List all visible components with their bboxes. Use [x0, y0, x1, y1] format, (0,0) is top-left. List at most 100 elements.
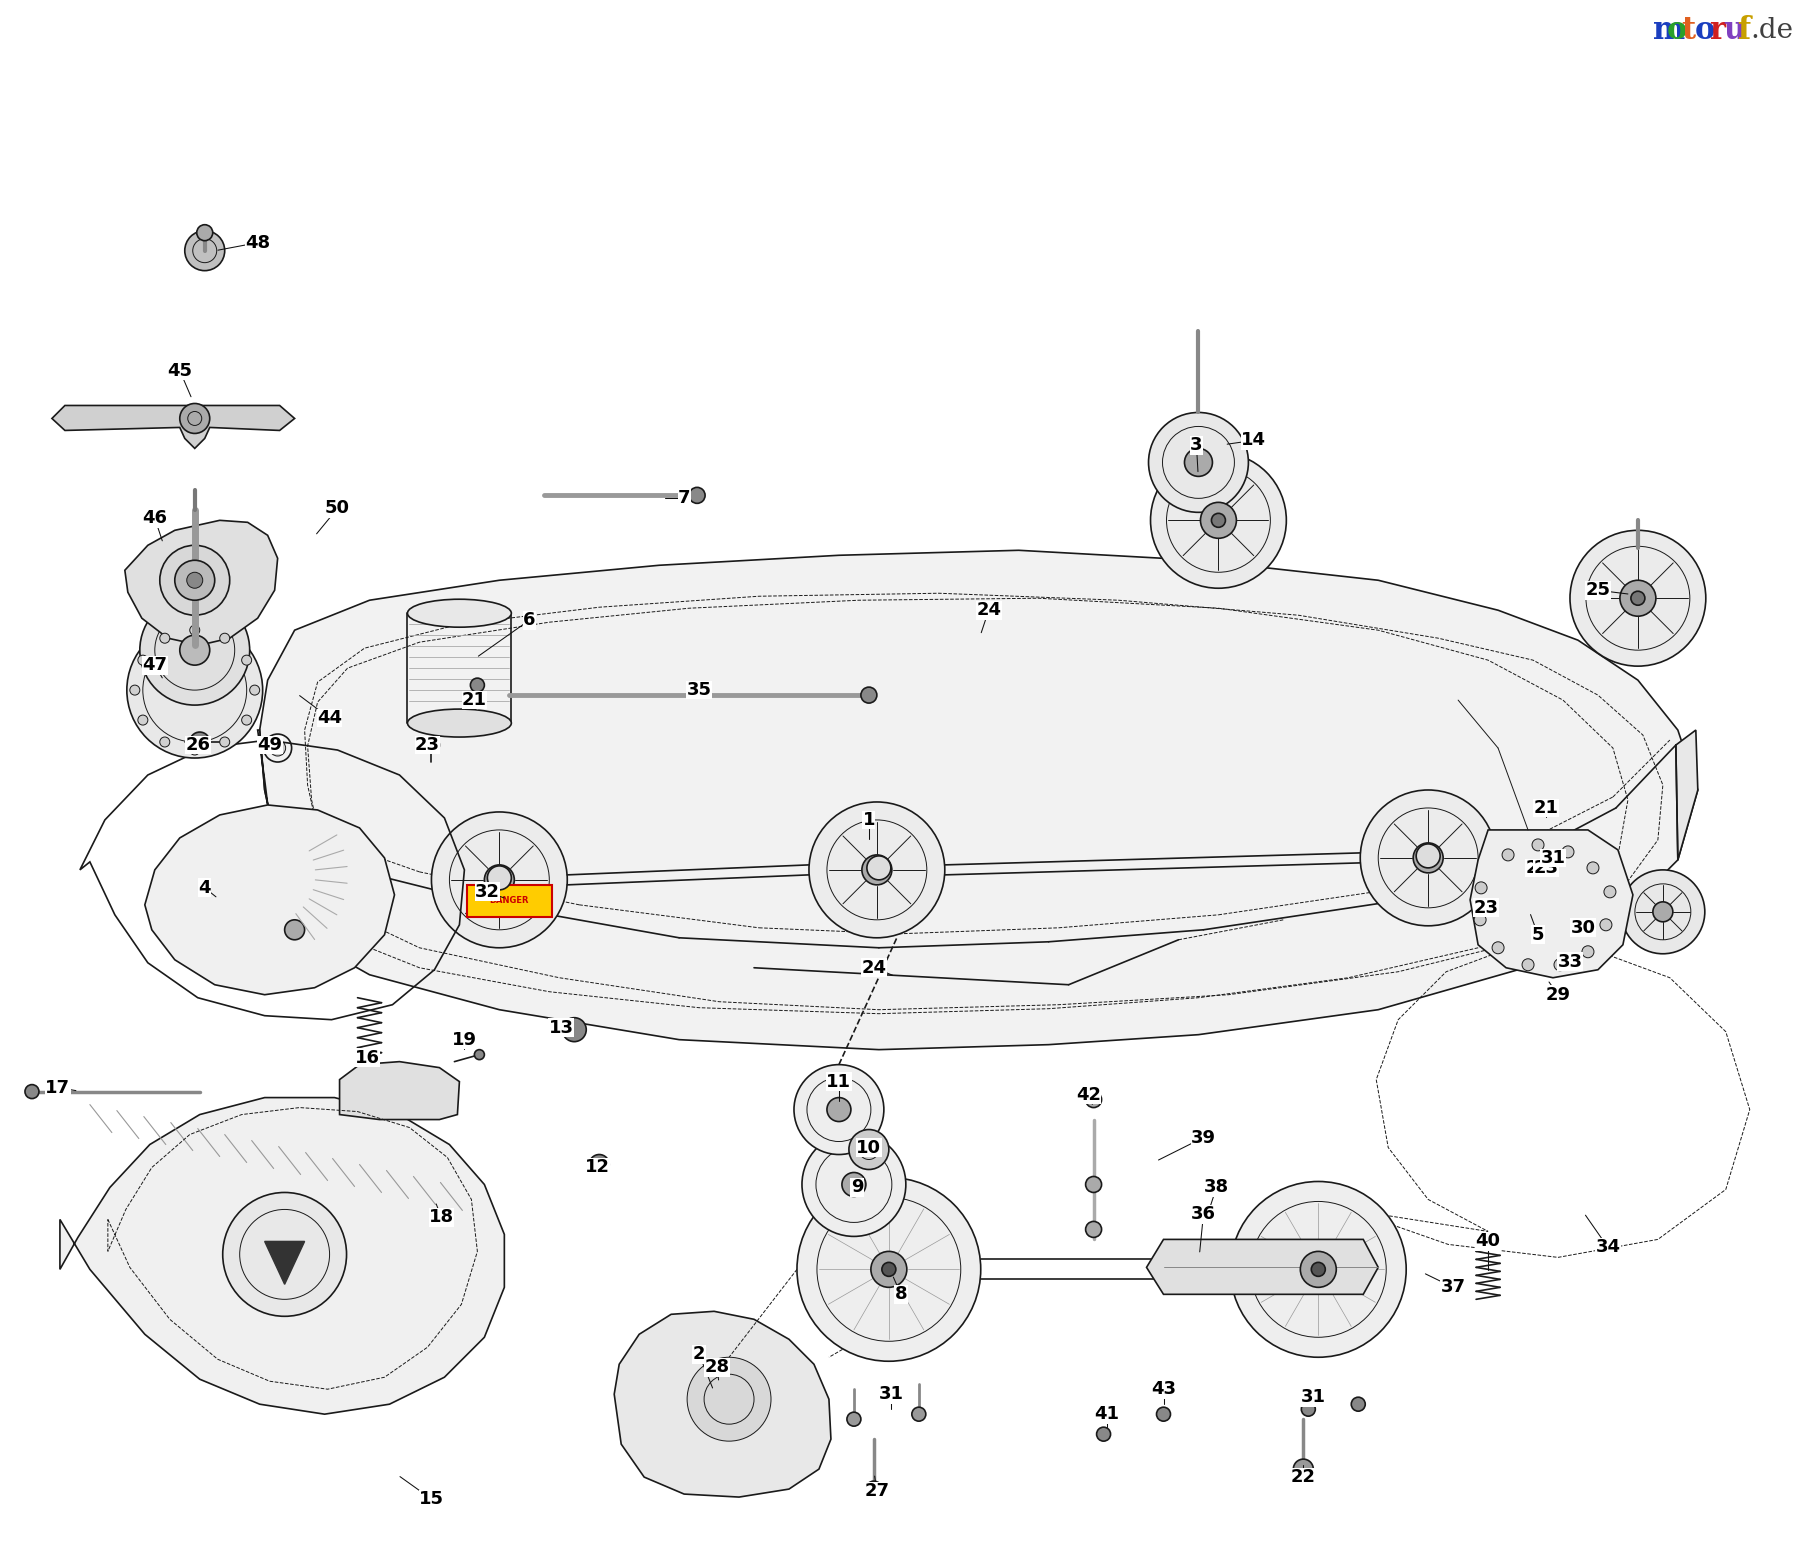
- Text: 1: 1: [862, 811, 875, 829]
- Text: 37: 37: [1440, 1279, 1465, 1296]
- Circle shape: [1301, 1403, 1316, 1417]
- Circle shape: [1474, 914, 1487, 925]
- Circle shape: [1361, 790, 1496, 925]
- Text: 46: 46: [142, 510, 167, 527]
- Circle shape: [842, 1172, 866, 1197]
- Circle shape: [913, 1407, 925, 1421]
- Text: 4: 4: [198, 879, 211, 897]
- Circle shape: [139, 656, 148, 665]
- Circle shape: [1582, 946, 1595, 958]
- Text: 31: 31: [1301, 1389, 1327, 1406]
- Circle shape: [196, 225, 212, 240]
- Text: 50: 50: [326, 499, 349, 518]
- Polygon shape: [257, 730, 290, 930]
- Circle shape: [160, 736, 169, 747]
- Text: 36: 36: [1192, 1206, 1217, 1223]
- Circle shape: [189, 746, 200, 755]
- Circle shape: [1201, 502, 1237, 538]
- Circle shape: [871, 863, 882, 876]
- Text: 31: 31: [1541, 849, 1566, 866]
- Circle shape: [488, 866, 511, 890]
- Circle shape: [25, 1085, 40, 1099]
- Text: 20: 20: [1526, 859, 1550, 877]
- Circle shape: [220, 634, 230, 643]
- Text: 24: 24: [976, 601, 1001, 618]
- Text: 17: 17: [45, 1079, 70, 1096]
- Text: 48: 48: [245, 234, 270, 251]
- Circle shape: [160, 546, 230, 615]
- Circle shape: [1184, 448, 1213, 476]
- Circle shape: [1300, 1251, 1336, 1288]
- Circle shape: [871, 1251, 907, 1288]
- Text: 2: 2: [693, 1345, 706, 1364]
- Circle shape: [1604, 887, 1616, 897]
- Text: 12: 12: [585, 1158, 610, 1176]
- Text: m: m: [1652, 16, 1685, 46]
- Polygon shape: [1147, 1240, 1379, 1294]
- Text: 29: 29: [1546, 986, 1570, 1004]
- Circle shape: [241, 656, 252, 665]
- Text: 24: 24: [862, 959, 886, 977]
- Text: 39: 39: [1192, 1128, 1217, 1147]
- Polygon shape: [1676, 730, 1697, 860]
- Circle shape: [250, 685, 259, 694]
- Text: 3: 3: [1190, 437, 1202, 454]
- Circle shape: [270, 739, 286, 756]
- Text: f: f: [1737, 16, 1750, 46]
- Circle shape: [432, 812, 567, 947]
- Circle shape: [848, 1412, 860, 1426]
- Text: 38: 38: [1204, 1178, 1229, 1197]
- Circle shape: [1600, 919, 1613, 932]
- Polygon shape: [614, 1311, 832, 1497]
- Text: 8: 8: [895, 1285, 907, 1304]
- Text: 21: 21: [463, 691, 486, 708]
- Text: r: r: [1708, 16, 1724, 46]
- Bar: [468, 885, 553, 916]
- Circle shape: [689, 487, 706, 504]
- Circle shape: [126, 622, 263, 758]
- Circle shape: [139, 715, 148, 725]
- Text: o: o: [1696, 16, 1715, 46]
- Text: u: u: [1723, 16, 1744, 46]
- Circle shape: [688, 1358, 770, 1442]
- Polygon shape: [59, 1097, 504, 1414]
- Circle shape: [175, 560, 214, 600]
- Circle shape: [185, 231, 225, 271]
- Circle shape: [562, 1018, 587, 1042]
- Circle shape: [1620, 580, 1656, 617]
- Text: 31: 31: [878, 1386, 904, 1403]
- Circle shape: [1553, 959, 1566, 970]
- Polygon shape: [52, 406, 295, 448]
- Text: 30: 30: [1570, 919, 1595, 936]
- Circle shape: [808, 801, 945, 938]
- Circle shape: [868, 856, 891, 880]
- Circle shape: [1312, 1262, 1325, 1276]
- Circle shape: [1492, 942, 1505, 953]
- Circle shape: [1422, 853, 1435, 863]
- Text: 19: 19: [452, 1031, 477, 1049]
- Circle shape: [493, 874, 506, 887]
- Text: 15: 15: [419, 1490, 445, 1508]
- Circle shape: [1476, 882, 1487, 894]
- Text: 28: 28: [704, 1358, 729, 1376]
- Circle shape: [1352, 1397, 1364, 1410]
- Circle shape: [1631, 591, 1645, 604]
- Circle shape: [1148, 412, 1249, 513]
- Circle shape: [484, 865, 515, 894]
- Circle shape: [252, 888, 337, 972]
- Polygon shape: [259, 550, 1697, 1049]
- Circle shape: [1085, 1091, 1102, 1108]
- Circle shape: [860, 687, 877, 704]
- Circle shape: [1588, 862, 1598, 874]
- Text: 7: 7: [679, 490, 691, 507]
- Circle shape: [284, 919, 304, 939]
- Polygon shape: [124, 521, 277, 645]
- Circle shape: [470, 677, 484, 693]
- Circle shape: [1562, 846, 1573, 857]
- Text: 22: 22: [1291, 1468, 1316, 1486]
- Ellipse shape: [407, 708, 511, 738]
- Circle shape: [1622, 870, 1705, 953]
- Text: 35: 35: [686, 680, 711, 699]
- Polygon shape: [340, 1062, 459, 1119]
- Polygon shape: [265, 1242, 304, 1285]
